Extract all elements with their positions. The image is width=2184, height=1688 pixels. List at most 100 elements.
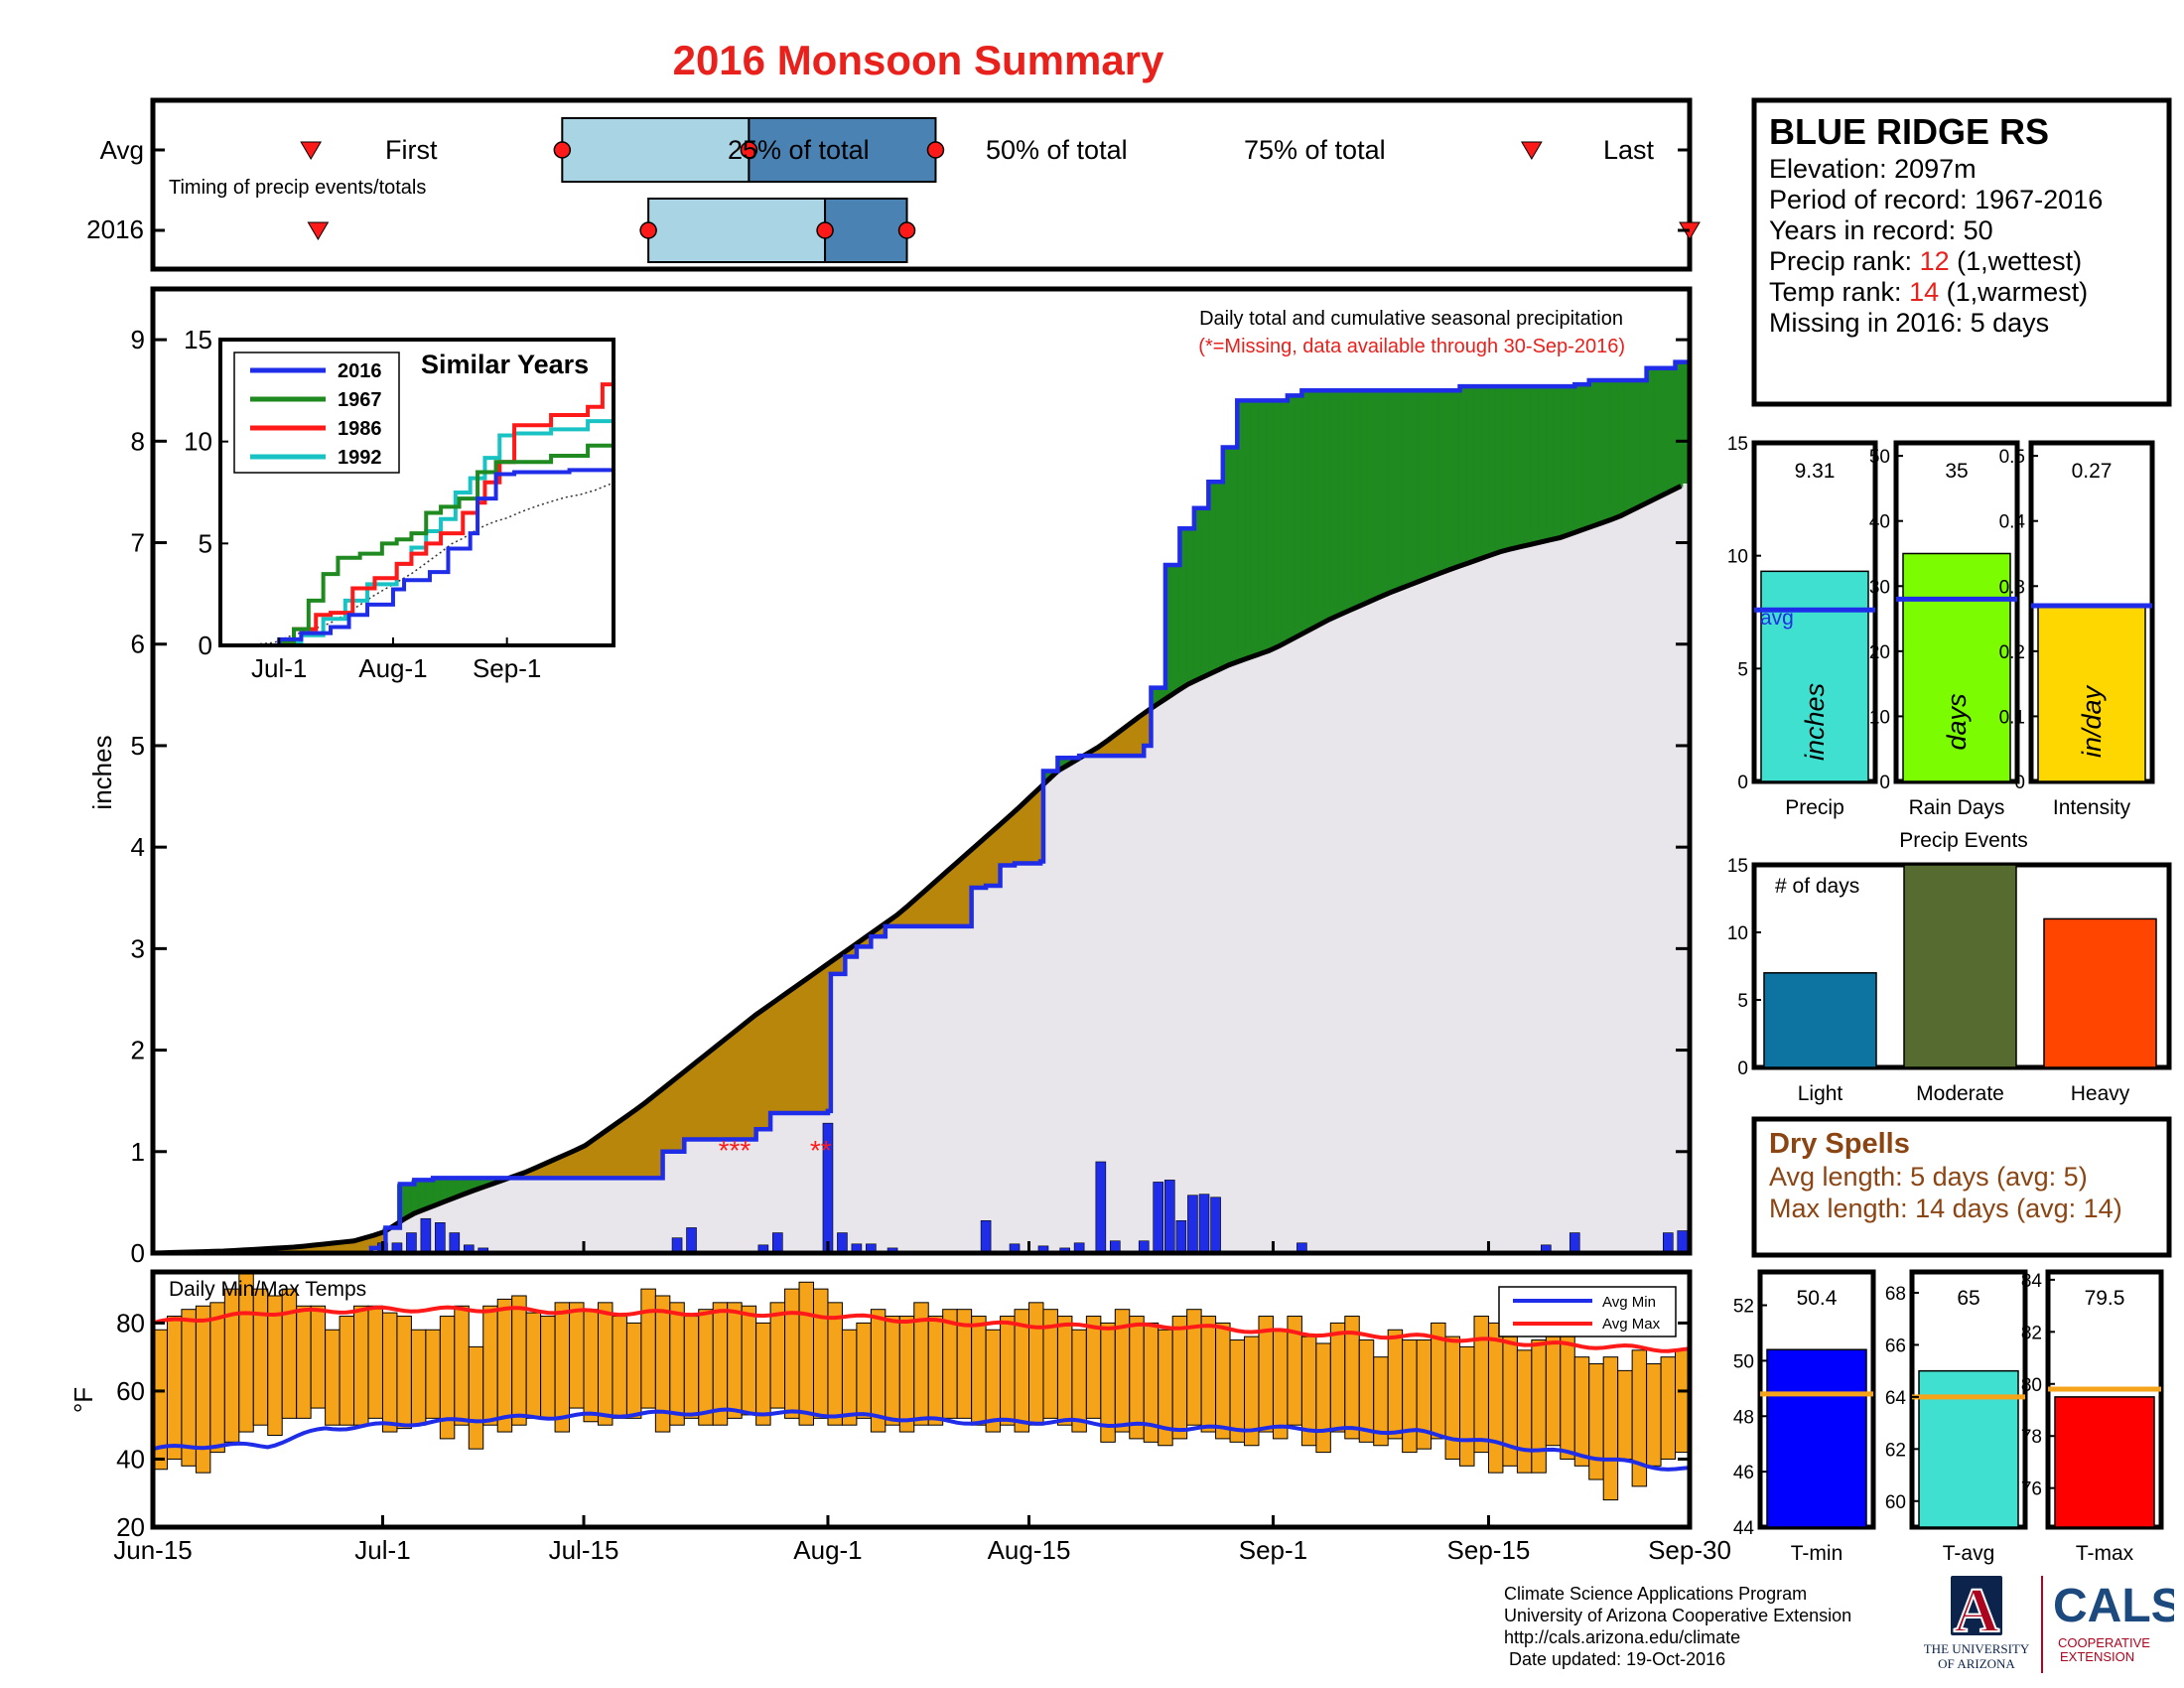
cumulative-diff-segment [784, 991, 793, 1113]
daily-temp-range-bar [798, 1281, 814, 1426]
daily-temp-range-bar [1056, 1316, 1073, 1426]
inset-ytick-label: 0 [199, 631, 212, 660]
cumulative-diff-segment [1022, 801, 1030, 864]
season-panel-value-2: 0.27 [2072, 460, 2113, 483]
cumulative-diff-segment [1395, 390, 1404, 590]
temp-panel-ytick-label: 50 [1733, 1351, 1754, 1372]
daily-temp-range-bar [367, 1305, 383, 1419]
cumulative-diff-segment [813, 971, 822, 1113]
timing-50-label: 50% of total [986, 135, 1128, 165]
cumulative-diff-segment [742, 1023, 750, 1140]
cumulative-diff-segment [1488, 386, 1497, 555]
temp-panel-value-2: 79.5 [2085, 1287, 2125, 1310]
cumulative-diff-segment [1661, 367, 1669, 494]
daily-temp-range-bar [1358, 1339, 1375, 1443]
daily-temp-range-bar [482, 1305, 498, 1426]
daily-temp-range-bar [1588, 1363, 1604, 1480]
timing-boxes [153, 117, 1701, 263]
temp-plot-frame [150, 1269, 1693, 1530]
footer-line-url[interactable]: http://cals.arizona.edu/climate [1504, 1627, 1741, 1647]
temp-panel-bar-1 [1918, 1369, 2019, 1528]
station-missing: Missing in 2016: 5 days [1769, 308, 2049, 338]
timing-avg-marker-2 [926, 141, 945, 159]
cumulative-diff-segment [1137, 715, 1145, 757]
temp-ytick-label: 80 [116, 1308, 145, 1337]
cumulative-diff-segment [964, 852, 973, 926]
daily-temp-range-bar [454, 1305, 470, 1426]
x-axis-date-label: Aug-1 [793, 1535, 862, 1565]
precip-events-category-label: Moderate [1916, 1082, 2004, 1105]
cumulative-diff-segment [1115, 732, 1124, 757]
cumulative-diff-segment [1646, 367, 1655, 501]
precip-rank-note: (1,wettest) [1950, 246, 2083, 276]
cumulative-diff-segment [1158, 687, 1166, 702]
cumulative-diff-segment [935, 878, 944, 926]
season-panel-ytick-label: 0 [1737, 773, 1748, 793]
cumulative-diff-segment [1417, 390, 1425, 581]
daily-precip-bar [980, 1219, 992, 1254]
daily-temp-range-bar [784, 1288, 800, 1419]
cumulative-diff-segment [1186, 528, 1195, 683]
cumulative-diff-segment [340, 1241, 347, 1253]
season-panel-ytick-label: 0.3 [1999, 577, 2025, 598]
cumulative-diff-segment [913, 897, 922, 926]
cumulative-diff-segment [1179, 528, 1188, 688]
ua-logo: A THE UNIVERSITY OF ARIZONA [1924, 1574, 2030, 1671]
daily-temp-range-bar [540, 1316, 556, 1419]
cumulative-diff-segment [648, 1097, 656, 1179]
season-panel-bar-0 [1760, 570, 1869, 782]
cumulative-diff-segment [425, 1180, 434, 1208]
cals-line2: EXTENSION [2060, 1649, 2134, 1664]
cumulative-diff-segment [612, 1123, 620, 1179]
cumulative-diff-segment [864, 935, 872, 947]
cumulative-diff-segment [605, 1128, 614, 1179]
timing-subtitle: Timing of precip events/totals [169, 177, 426, 199]
cumulative-diff-segment [411, 1180, 420, 1213]
cumulative-diff-segment [1222, 447, 1231, 666]
temp-y-axis: 20 40 60 80 [116, 1308, 1690, 1542]
cumulative-diff-segment [1201, 507, 1209, 677]
inset-axes: 0 5 10 15 Jul-1 Aug-1 Sep-1 [184, 325, 541, 683]
season-panel-bar-1 [1902, 552, 2011, 782]
cumulative-diff-segment [1330, 390, 1339, 618]
cumulative-diff-segment [1466, 386, 1475, 563]
cumulative-diff-segment [835, 956, 844, 974]
cumulative-diff-segment [318, 1244, 327, 1253]
daily-temp-range-bar [296, 1305, 312, 1419]
cumulative-diff-segment [1452, 390, 1461, 568]
daily-precip-bar [449, 1232, 461, 1254]
daily-temp-range-bar [1531, 1339, 1547, 1474]
season-panel-ytick-label: 0.5 [1999, 447, 2025, 468]
cumulative-diff-segment [1510, 386, 1518, 549]
daily-temp-range-bar [927, 1316, 944, 1426]
ua-line1: THE UNIVERSITY [1924, 1641, 2030, 1656]
daily-temp-range-bar [209, 1302, 225, 1454]
inset-ytick-label: 15 [184, 325, 212, 354]
station-info-box: BLUE RIDGE RS Elevation: 2097m Period of… [1751, 97, 2172, 407]
temp-y-axis-label: °F [68, 1387, 98, 1413]
cumulative-diff-segment [1373, 390, 1382, 599]
season-panel-ytick-label: 0 [2014, 773, 2025, 793]
daily-temp-range-bar [712, 1302, 729, 1426]
cumulative-diff-segment [404, 1184, 413, 1217]
inset-legend-label: 2016 [338, 360, 382, 382]
inset-xtick-label: Aug-1 [358, 653, 427, 683]
season-panel-unit-1: days [1942, 693, 1972, 750]
season-panel-ytick-label: 10 [1727, 547, 1748, 568]
daily-precip-bar [435, 1222, 446, 1254]
cumulative-diff-segment [1539, 386, 1547, 542]
cumulative-diff-segment [1624, 379, 1633, 512]
cumulative-diff-segment [626, 1113, 635, 1179]
temp-rank-value: 14 [1909, 277, 1939, 307]
daily-precip-bar [1569, 1232, 1580, 1254]
dry-spells-box: Dry Spells Avg length: 5 days (avg: 5) M… [1751, 1116, 2172, 1258]
main-ytick-label: 5 [131, 731, 145, 761]
temp-avg-lines [152, 1305, 1691, 1472]
main-ytick-label: 0 [131, 1238, 145, 1268]
cumulative-diff-segment [734, 1029, 743, 1140]
daily-precip-bar [420, 1217, 432, 1254]
cumulative-diff-segment [698, 1056, 707, 1140]
cumulative-diff-segment [1675, 361, 1684, 488]
station-info-frame [1751, 97, 2172, 407]
